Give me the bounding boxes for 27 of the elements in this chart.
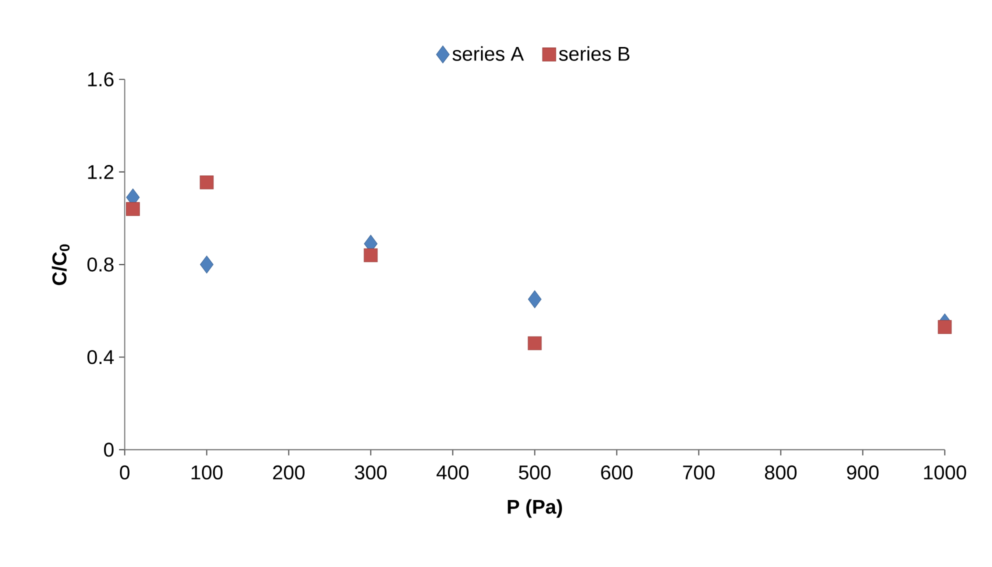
point [364,248,378,262]
y-axis-title: C/C$_{0}$ [52,244,70,286]
y-tick-label: 1.2 [88,165,114,179]
point [200,256,214,274]
x-tick-label: 600 [601,465,633,480]
y-tick-label: 0 [104,442,114,457]
legend-label: series A [452,46,524,61]
point [938,320,952,334]
x-tick-label: 100 [192,465,223,480]
x-tick-label: 200 [273,465,305,480]
x-tick-label: 700 [683,465,715,480]
y-tick-label: 0.4 [87,350,114,364]
point [528,290,542,308]
point [528,336,542,350]
point [200,176,214,190]
x-tick-label: 400 [436,465,469,480]
x-tick-label: 0 [120,465,130,480]
x-axis-title: P (Pa) [508,499,562,518]
x-tick-label: 300 [354,465,387,480]
x-tick-label: 1000 [924,465,966,480]
y-tick-label: 0.8 [87,258,114,272]
y-tick-label: 1.6 [88,72,114,86]
x-tick-label: 800 [765,465,797,480]
point [126,202,140,216]
legend-label: series B [559,46,630,61]
x-tick-label: 900 [847,465,879,480]
x-tick-label: 500 [518,465,551,480]
